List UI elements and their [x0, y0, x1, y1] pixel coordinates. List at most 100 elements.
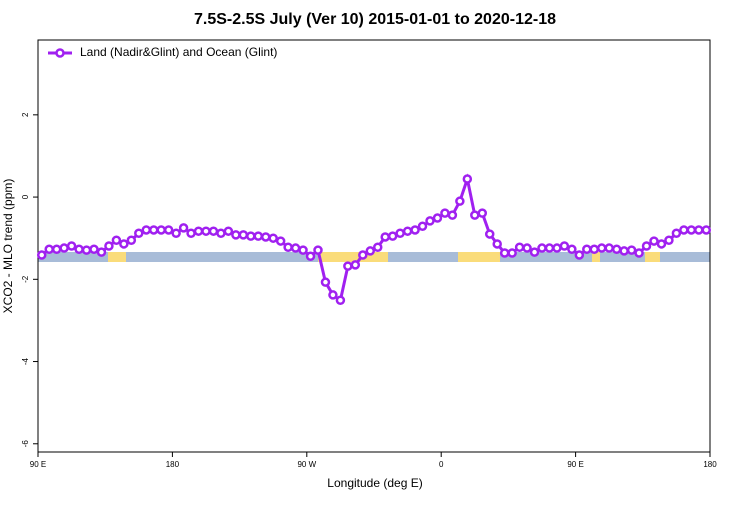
data-point	[664, 235, 674, 245]
data-point	[216, 228, 226, 239]
data-point	[455, 196, 465, 206]
x-tick-label: 90 E	[567, 460, 583, 469]
data-point	[320, 277, 331, 287]
data-point	[238, 230, 249, 240]
y-tick-label: 0	[21, 194, 30, 199]
data-point	[649, 236, 659, 246]
data-point	[470, 210, 480, 220]
data-point	[268, 233, 278, 243]
data-point	[694, 225, 704, 235]
data-point	[671, 228, 682, 239]
data-point	[611, 244, 622, 255]
data-point	[529, 247, 540, 257]
data-point	[372, 242, 383, 252]
data-point	[567, 244, 577, 255]
data-point	[246, 231, 256, 241]
y-tick-label: -2	[21, 275, 30, 283]
y-tick-label: 2	[21, 112, 30, 117]
data-point	[626, 245, 637, 255]
data-point	[253, 231, 264, 241]
x-axis-label: Longitude (deg E)	[327, 476, 422, 490]
legend-label: Land (Nadir&Glint) and Ocean (Glint)	[80, 45, 277, 59]
data-point	[163, 225, 174, 235]
data-point	[387, 231, 398, 241]
data-point	[619, 246, 629, 256]
land-ocean-strip	[38, 252, 710, 262]
data-point	[223, 226, 234, 236]
data-point	[111, 235, 122, 245]
y-tick-label: -6	[21, 440, 30, 448]
data-point	[552, 243, 562, 253]
data-point	[462, 174, 473, 184]
data-point	[156, 225, 166, 235]
data-point	[589, 244, 600, 255]
data-point	[305, 251, 316, 262]
data-point	[582, 244, 592, 255]
data-point	[51, 244, 62, 255]
data-point	[484, 229, 495, 239]
data-point	[701, 225, 712, 235]
data-point	[178, 223, 189, 233]
data-point	[477, 208, 488, 218]
data-point	[335, 295, 346, 306]
data-point	[358, 250, 368, 260]
data-point	[634, 248, 644, 258]
data-point	[380, 232, 390, 242]
data-point	[686, 225, 697, 235]
data-point	[499, 248, 510, 258]
data-point	[74, 244, 84, 255]
series-line	[40, 173, 707, 303]
y-tick-label: -4	[21, 357, 30, 365]
data-point	[514, 242, 525, 252]
y-axis-label: XCO2 - MLO trend (ppm)	[1, 179, 15, 314]
data-point	[492, 239, 502, 249]
data-point	[260, 232, 271, 242]
x-tick-label: 180	[703, 460, 717, 469]
data-point	[559, 241, 570, 251]
data-point	[596, 243, 607, 253]
data-point	[656, 239, 667, 249]
data-point	[201, 226, 211, 236]
data-point	[66, 241, 77, 251]
plot-frame	[37, 39, 711, 453]
data-point	[402, 226, 413, 236]
data-point	[126, 235, 137, 245]
x-tick-label: 90 W	[297, 460, 316, 469]
data-point	[328, 290, 338, 300]
data-point	[148, 225, 159, 235]
data-point	[641, 241, 652, 251]
data-point	[231, 230, 241, 240]
data-point	[410, 225, 420, 235]
land-band	[458, 252, 500, 262]
data-point	[343, 261, 353, 271]
data-point	[417, 221, 428, 232]
data-point	[604, 243, 614, 253]
data-point	[44, 244, 54, 255]
data-point	[36, 250, 47, 260]
data-point	[395, 228, 405, 239]
data-point	[537, 243, 547, 253]
data-point	[104, 241, 114, 251]
land-band	[592, 252, 600, 262]
data-point	[290, 243, 301, 253]
data-point	[186, 228, 196, 239]
data-point	[208, 226, 219, 236]
data-point	[313, 245, 323, 255]
legend-marker	[55, 48, 65, 58]
data-point	[574, 250, 585, 260]
x-tick-label: 0	[439, 460, 444, 469]
data-point	[522, 243, 532, 253]
x-tick-label: 180	[166, 460, 180, 469]
data-point	[171, 228, 181, 239]
data-point	[432, 213, 443, 223]
data-point	[96, 247, 107, 257]
data-point	[365, 246, 376, 256]
data-point	[81, 245, 92, 255]
data-point	[298, 245, 308, 255]
data-point	[283, 242, 293, 252]
data-point	[544, 243, 555, 253]
chart-title: 7.5S-2.5S July (Ver 10) 2015-01-01 to 20…	[194, 11, 556, 28]
land-band	[645, 252, 660, 262]
data-point	[141, 225, 152, 235]
